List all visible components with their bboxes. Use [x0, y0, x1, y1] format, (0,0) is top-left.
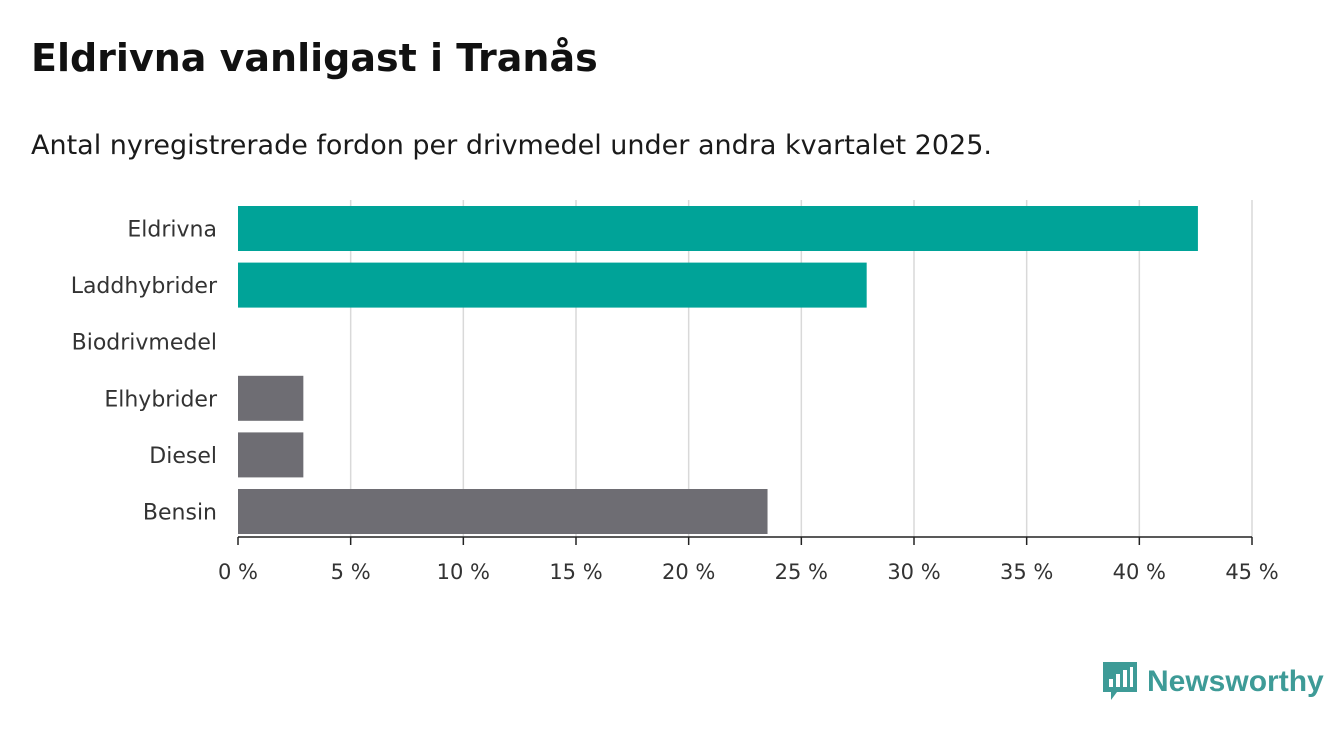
category-label: Laddhybrider	[71, 274, 218, 299]
x-tick-label: 30 %	[887, 560, 940, 584]
grid-lines	[349, 200, 1253, 537]
category-label: Biodrivmedel	[72, 331, 217, 356]
category-label: Elhybrider	[104, 387, 218, 412]
x-axis: 0 % 5 % 10 % 15 % 20 % 25 % 30 % 35 % 40 % 45 %	[218, 536, 1279, 584]
x-tick-label: 35 %	[1000, 560, 1053, 584]
category-labels: Eldrivna Laddhybrider Biodrivmedel Elhybrid…	[71, 218, 218, 526]
x-tick-label: 45 %	[1225, 560, 1278, 584]
x-tick-label: 25 %	[775, 560, 828, 584]
category-label: Eldrivna	[127, 218, 217, 243]
chart-title: Eldrivna vanligast i Tranås	[31, 36, 598, 80]
bar-elhybrider	[238, 375, 304, 421]
x-tick-label: 15 %	[549, 560, 602, 584]
x-tick-label: 20 %	[662, 560, 715, 584]
category-label: Diesel	[149, 444, 217, 469]
bar-bensin	[238, 489, 768, 534]
bar-chart-icon	[1103, 662, 1137, 700]
brand-name: Newsworthy	[1147, 665, 1324, 698]
newsworthy-logo: Newsworthy	[1103, 662, 1324, 702]
bar-eldrivna	[238, 206, 1198, 251]
x-tick-label: 0 %	[218, 560, 258, 584]
x-tick-label: 40 %	[1113, 560, 1166, 584]
bar-laddhybrider	[238, 262, 867, 308]
category-label: Bensin	[143, 501, 217, 526]
bar-diesel	[238, 432, 304, 478]
bars	[238, 206, 1198, 534]
x-tick-label: 5 %	[331, 560, 371, 584]
x-tick-label: 10 %	[437, 560, 490, 584]
chart-subtitle: Antal nyregistrerade fordon per drivmede…	[31, 130, 992, 161]
